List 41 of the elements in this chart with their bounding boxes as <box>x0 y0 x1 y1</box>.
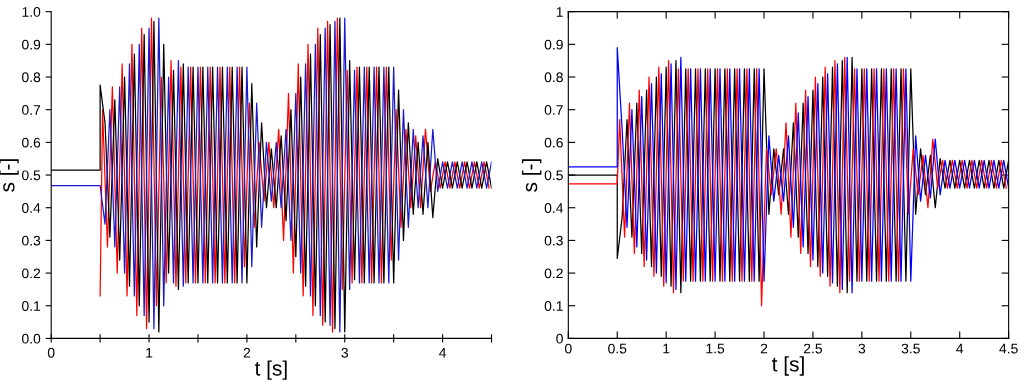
y-tick-label: 0.7 <box>544 105 563 115</box>
y-tick-label: 0 <box>556 333 563 344</box>
y-axis-title: s [-] <box>521 159 542 192</box>
y-tick-label: 0.8 <box>544 72 563 83</box>
y-tick-label: 0.2 <box>544 268 563 279</box>
y-tick-label: 0.4 <box>544 203 564 213</box>
y-tick-label: 0.9 <box>544 39 563 50</box>
y-tick-label: 0.1 <box>22 301 41 311</box>
x-tick-label: 3.5 <box>901 343 920 354</box>
x-tick-label: 4.5 <box>999 343 1018 354</box>
y-tick-label: 0.0 <box>22 333 41 344</box>
x-axis-title: t [s] <box>254 360 287 380</box>
x-tick-label: 1.5 <box>706 343 725 354</box>
y-tick-label: 0.1 <box>544 301 563 311</box>
x-tick-label: 1 <box>663 343 670 354</box>
x-tick-label: 3 <box>858 343 866 354</box>
y-tick-label: 0.5 <box>22 170 41 181</box>
y-tick-label: 0.6 <box>22 137 41 148</box>
y-tick-label: 0.3 <box>544 235 563 246</box>
x-tick-label: 2 <box>243 347 251 358</box>
y-tick-label: 0.9 <box>22 39 41 50</box>
y-tick-label: 0.4 <box>22 203 41 213</box>
x-tick-label: 2 <box>760 343 768 354</box>
y-tick-label: 0.6 <box>544 137 563 148</box>
y-tick-label: 0.8 <box>22 72 41 83</box>
x-tick-label: 1 <box>146 347 153 358</box>
x-tick-label: 0 <box>565 343 572 354</box>
x-tick-label: 0.5 <box>608 343 627 354</box>
y-tick-label: 0.7 <box>22 105 41 115</box>
y-tick-label: 1.0 <box>22 7 41 17</box>
y-tick-label: 1 <box>556 7 563 17</box>
y-axis-title: s [-] <box>0 159 19 192</box>
x-tick-label: 4 <box>439 347 447 358</box>
x-tick-label: 4 <box>956 343 964 354</box>
x-tick-label: 3 <box>341 347 348 358</box>
x-tick-label: 0 <box>47 347 55 358</box>
y-tick-label: 0.5 <box>544 170 563 181</box>
x-tick-label: 2.5 <box>803 343 823 354</box>
y-tick-label: 0.3 <box>22 235 41 246</box>
y-tick-label: 0.2 <box>22 268 41 279</box>
x-axis-title: t [s] <box>772 356 804 376</box>
